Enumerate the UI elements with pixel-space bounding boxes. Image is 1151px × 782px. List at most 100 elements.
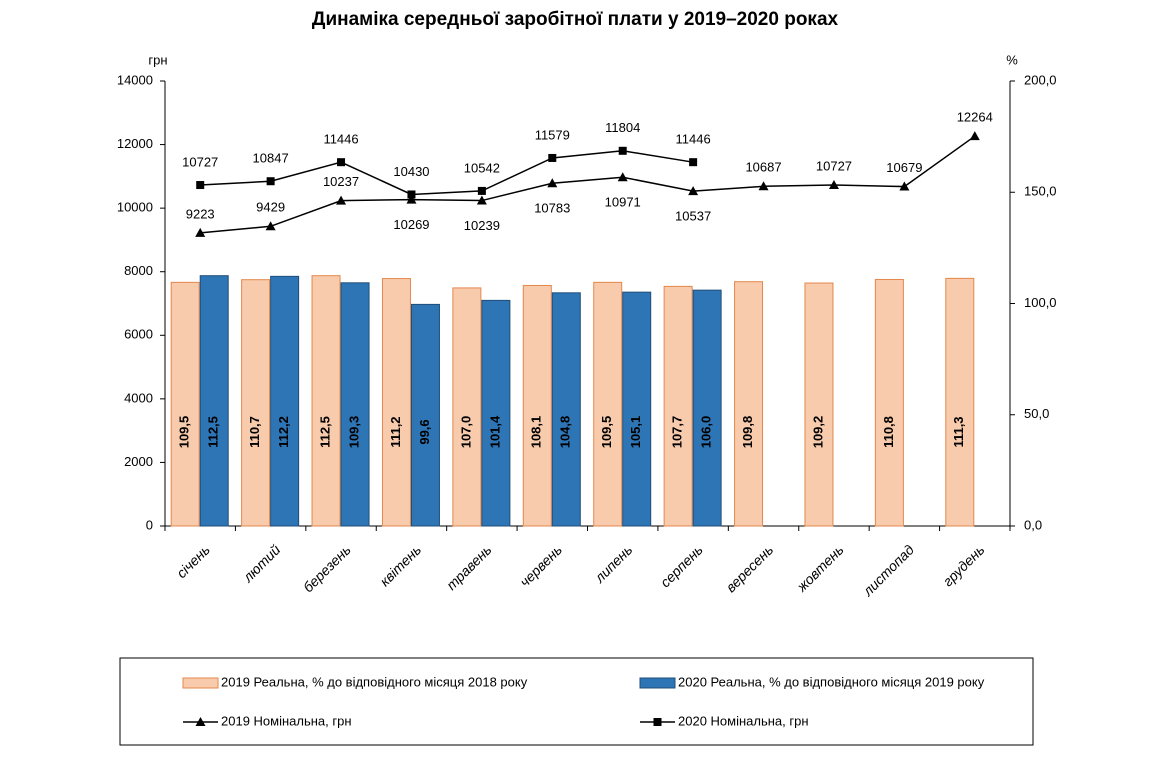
x-tick-label: жовтень: [793, 541, 847, 595]
bar-value-label: 109,8: [740, 416, 755, 449]
legend-label: 2020 Реальна, % до відповідного місяця 2…: [678, 674, 985, 689]
legend-swatch: [639, 677, 676, 689]
marker: [407, 190, 416, 199]
x-tick-label: січень: [173, 541, 213, 581]
y-tick-label: 8000: [124, 263, 153, 278]
legend-marker: [195, 717, 206, 726]
y-tick-label: 4000: [124, 390, 153, 405]
bar: [270, 275, 300, 527]
x-tick-label: лютий: [239, 541, 283, 585]
marker: [476, 195, 487, 205]
marker: [689, 158, 698, 167]
bar: [874, 278, 904, 527]
x-tick-label: липень: [591, 541, 636, 586]
y2-axis-label: %: [1006, 52, 1018, 67]
line-value-label: 10537: [675, 209, 711, 224]
bar-value-label: 112,2: [276, 416, 291, 448]
marker: [758, 181, 769, 191]
y-tick-label: 12000: [117, 136, 153, 151]
bar-value-label: 104,8: [558, 416, 573, 449]
bar-value-label: 110,7: [247, 416, 262, 448]
chart-title: Динаміка середньої заробітної плати у 20…: [312, 9, 839, 30]
marker: [899, 181, 910, 191]
bar: [241, 279, 271, 527]
bar-value-label: 112,5: [206, 416, 221, 448]
y-axis-label: грн: [148, 52, 167, 67]
y2-tick-label: 0,0: [1024, 517, 1042, 532]
bar-value-label: 110,8: [881, 416, 896, 448]
marker: [196, 181, 205, 190]
y-tick-label: 2000: [124, 454, 153, 469]
line-value-label: 10269: [393, 217, 429, 232]
bar-value-label: 107,7: [670, 416, 685, 449]
bar: [340, 282, 370, 527]
legend-marker: [653, 718, 662, 726]
bar: [170, 281, 200, 527]
bar-value-label: 108,1: [529, 416, 544, 449]
marker: [828, 180, 839, 190]
line: [200, 150, 694, 196]
y2-tick-label: 200,0: [1024, 72, 1057, 87]
bar-value-label: 112,5: [317, 416, 332, 448]
bar: [522, 284, 552, 527]
bar: [593, 281, 623, 527]
marker: [618, 146, 627, 155]
marker: [337, 158, 346, 167]
line-value-label: 9223: [186, 206, 215, 221]
legend-label: 2019 Номінальна, грн: [221, 713, 352, 728]
marker: [548, 153, 557, 162]
bar: [481, 299, 511, 527]
bar: [734, 281, 764, 527]
bar: [663, 285, 693, 527]
y2-tick-label: 150,0: [1024, 184, 1057, 199]
bar-value-label: 106,0: [699, 416, 714, 449]
bar-value-label: 109,5: [599, 416, 614, 449]
y-tick-label: 14000: [117, 72, 153, 87]
x-tick-label: листопад: [859, 541, 917, 599]
bar: [452, 287, 482, 527]
marker: [969, 131, 980, 141]
line-value-label: 10430: [393, 164, 429, 179]
bar-value-label: 111,3: [951, 416, 966, 447]
line-value-label: 10727: [816, 158, 852, 173]
x-tick-label: грудень: [940, 541, 988, 589]
line-value-label: 12264: [957, 110, 993, 125]
bar: [410, 303, 440, 527]
line-value-label: 10727: [182, 154, 218, 169]
x-tick-label: серпень: [657, 541, 706, 590]
bar: [692, 289, 722, 527]
bar: [381, 278, 411, 527]
bar: [199, 275, 229, 527]
legend-box: [119, 657, 1034, 746]
marker: [336, 195, 347, 205]
x-tick-label: вересень: [722, 541, 776, 595]
line: [200, 135, 976, 234]
bar-value-label: 109,3: [346, 416, 361, 449]
line-value-label: 11446: [323, 132, 358, 147]
line-value-label: 10679: [886, 160, 922, 175]
bar-value-label: 105,1: [628, 416, 643, 449]
x-tick-label: травень: [443, 541, 495, 593]
bar-value-label: 101,4: [487, 415, 502, 448]
x-tick-label: березень: [300, 541, 354, 595]
y-tick-label: 6000: [124, 327, 153, 342]
y-tick-label: 10000: [117, 200, 153, 215]
bar-value-label: 107,0: [458, 416, 473, 449]
bar: [311, 275, 341, 527]
line-value-label: 10237: [323, 174, 359, 189]
bar: [551, 292, 581, 527]
marker: [406, 194, 417, 204]
legend-label: 2020 Номінальна, грн: [678, 713, 809, 728]
marker: [266, 177, 275, 186]
legend-label: 2019 Реальна, % до відповідного місяця 2…: [221, 674, 528, 689]
bar: [945, 277, 975, 527]
x-tick-label: квітень: [376, 541, 424, 589]
line-value-label: 11579: [535, 127, 570, 142]
line-value-label: 11804: [605, 120, 640, 135]
bar-value-label: 111,2: [388, 416, 403, 447]
marker: [477, 186, 486, 195]
line-value-label: 10847: [253, 151, 289, 166]
y2-tick-label: 100,0: [1024, 295, 1057, 310]
line-value-label: 10971: [605, 195, 641, 210]
